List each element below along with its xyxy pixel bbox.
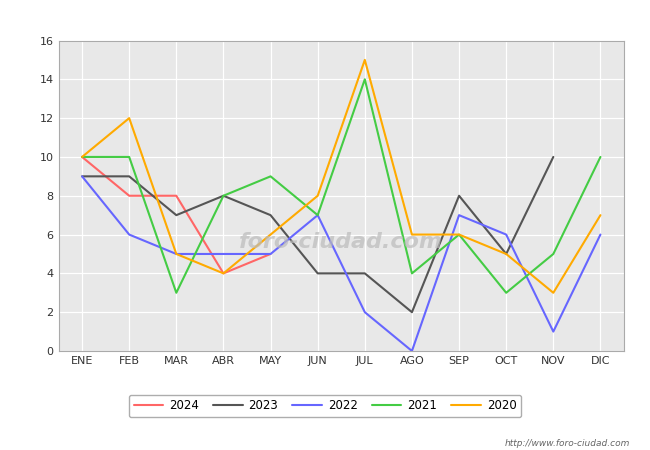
Text: http://www.foro-ciudad.com: http://www.foro-ciudad.com bbox=[505, 439, 630, 448]
Legend: 2024, 2023, 2022, 2021, 2020: 2024, 2023, 2022, 2021, 2020 bbox=[129, 395, 521, 417]
Text: foro-ciudad.com: foro-ciudad.com bbox=[239, 232, 443, 252]
Text: Matriculaciones de Vehiculos en Rois: Matriculaciones de Vehiculos en Rois bbox=[172, 10, 478, 28]
